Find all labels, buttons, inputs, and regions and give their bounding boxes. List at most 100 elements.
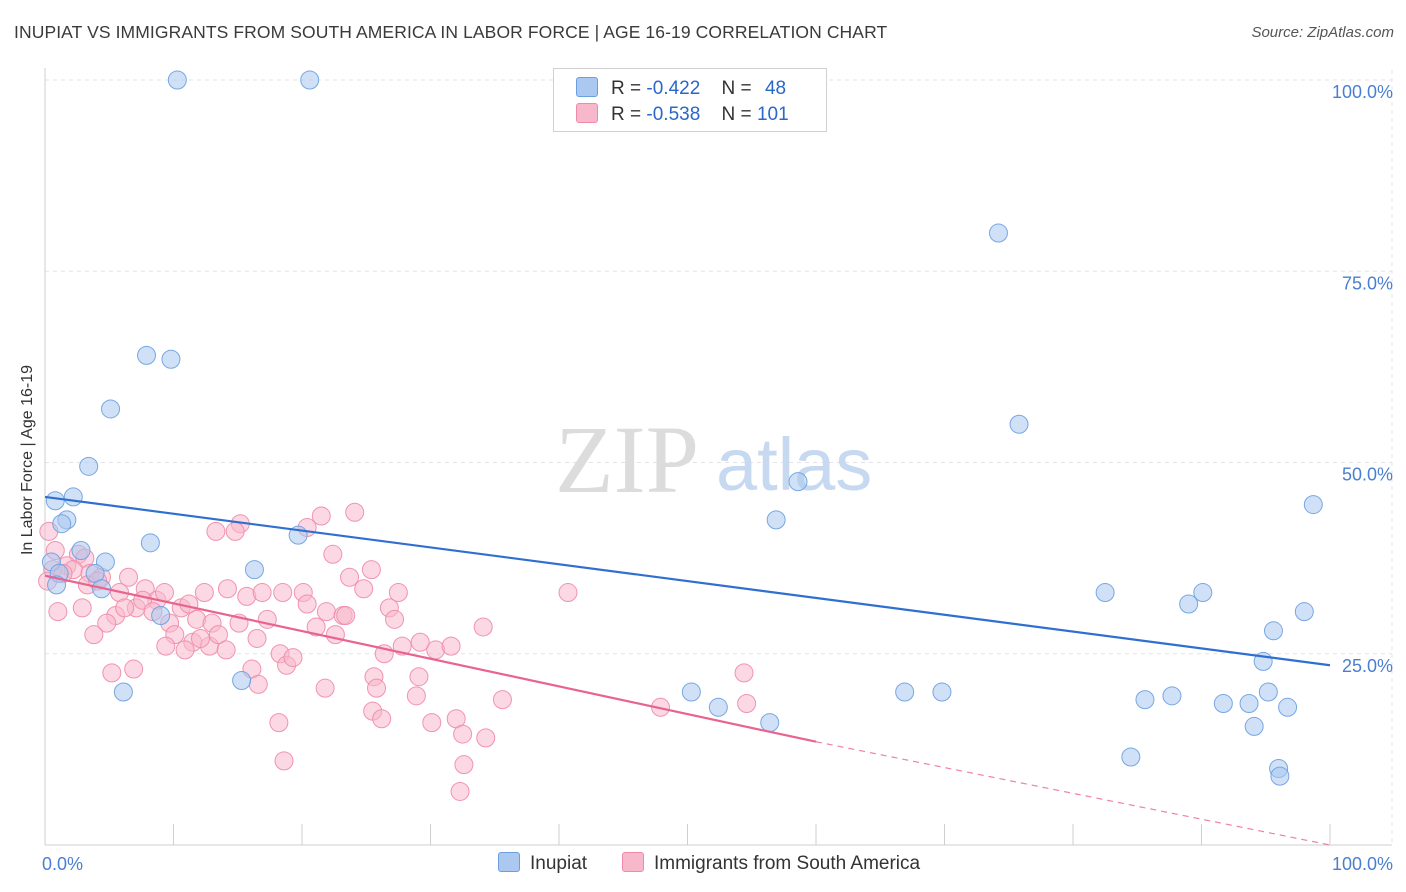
inupiat-point <box>1135 690 1155 710</box>
immigrants-point <box>48 602 68 622</box>
inupiat-point <box>1278 697 1298 717</box>
inupiat-point <box>760 713 780 733</box>
immigrants-point <box>453 724 473 744</box>
inupiat-point <box>1179 594 1199 614</box>
legend-row-inupiat: R = -0.422 N = 48 <box>576 77 786 99</box>
legend-n-value: 101 <box>756 104 789 125</box>
immigrants-point <box>311 506 331 526</box>
x-tick-label: 100.0% <box>1332 854 1393 874</box>
immigrants-point <box>208 625 228 645</box>
chart-title: INUPIAT VS IMMIGRANTS FROM SOUTH AMERICA… <box>14 22 888 42</box>
series-label-inupiat: Inupiat <box>530 853 588 874</box>
inupiat-point <box>113 682 133 702</box>
y-axis-label: In Labor Force | Age 16-19 <box>19 364 36 556</box>
immigrants-point <box>734 663 754 683</box>
immigrants-point <box>737 693 757 713</box>
immigrants-point <box>84 625 104 645</box>
immigrants-point <box>316 602 336 622</box>
legend-swatch-immigrants <box>576 103 598 123</box>
immigrants-point <box>367 678 387 698</box>
y-tick-label: 75.0% <box>1342 273 1393 293</box>
immigrants-point <box>194 583 214 603</box>
inupiat-point <box>71 540 91 560</box>
series-legend: Inupiat Immigrants from South America <box>0 852 1406 878</box>
inupiat-point <box>1121 747 1141 767</box>
immigrants-point <box>454 755 474 775</box>
y-tick-label: 25.0% <box>1342 656 1393 676</box>
immigrants-point <box>323 544 343 564</box>
inupiat-point <box>167 70 187 90</box>
immigrants-point <box>115 598 135 618</box>
legend-r-label: R = <box>611 78 642 99</box>
inupiat-point <box>766 510 786 530</box>
immigrants-point <box>336 606 356 625</box>
legend-row-immigrants: R = -0.538 N = 101 <box>576 103 789 125</box>
y-tick-label: 50.0% <box>1342 465 1393 485</box>
tick-labels: 25.0% 50.0% 75.0% 100.0% 0.0% 100.0% <box>42 82 1393 874</box>
immigrants-point <box>441 636 461 656</box>
inupiat-point <box>161 349 181 369</box>
inupiat-point <box>1270 766 1290 786</box>
immigrants-point <box>206 521 226 541</box>
legend-r-label: R = <box>611 104 642 125</box>
immigrants-point <box>283 648 303 668</box>
watermark-zip: ZIP <box>555 406 699 513</box>
inupiat-trend-line <box>44 495 1331 667</box>
inupiat-point <box>708 697 728 717</box>
inupiat-point <box>1162 686 1182 706</box>
inupiat-point <box>52 514 72 534</box>
inupiat-point <box>1263 621 1283 641</box>
data-points <box>38 70 1323 801</box>
immigrants-point <box>155 583 175 603</box>
immigrants-trend-line <box>44 574 817 743</box>
immigrants-point <box>385 609 405 629</box>
series-legend-immigrants[interactable]: Immigrants from South America <box>622 852 920 875</box>
immigrants-point <box>124 659 144 679</box>
grid-lines <box>45 70 1393 845</box>
watermark: ZIP atlas <box>555 406 872 513</box>
immigrants-point <box>190 628 210 648</box>
inupiat-point <box>79 456 99 476</box>
inupiat-point <box>63 487 83 507</box>
series-label-immigrants: Immigrants from South America <box>654 853 921 874</box>
immigrants-point <box>102 663 122 683</box>
immigrants-point <box>248 674 268 694</box>
immigrants-point <box>409 667 429 687</box>
inupiat-point <box>1193 583 1213 603</box>
inupiat-point <box>1294 602 1314 622</box>
inupiat-point <box>1303 495 1323 515</box>
inupiat-point <box>300 70 320 90</box>
series-legend-inupiat[interactable]: Inupiat <box>498 852 587 875</box>
series-swatch-inupiat <box>498 852 520 872</box>
legend-n-value: 48 <box>764 78 787 99</box>
immigrants-point <box>274 751 294 771</box>
inupiat-point <box>101 399 121 419</box>
immigrants-point <box>450 781 470 801</box>
immigrants-point <box>175 640 195 660</box>
watermark-atlas: atlas <box>716 423 872 506</box>
x-tick-label: 0.0% <box>42 854 83 874</box>
immigrants-point <box>492 690 512 710</box>
immigrants-point <box>388 583 408 603</box>
legend-swatch-inupiat <box>576 77 598 97</box>
immigrants-point <box>325 625 345 645</box>
immigrants-point <box>97 613 117 633</box>
inupiat-point <box>45 491 65 511</box>
legend-n-label: N = <box>721 78 752 99</box>
immigrants-point <box>372 709 392 729</box>
immigrants-point <box>273 583 293 603</box>
immigrants-point <box>361 560 381 580</box>
source-credit: Source: ZipAtlas.com <box>1251 24 1394 41</box>
immigrants-point <box>345 502 365 522</box>
inupiat-point <box>151 606 171 625</box>
inupiat-point <box>1009 414 1029 434</box>
trend-lines <box>44 495 1331 846</box>
inupiat-point <box>1239 693 1259 713</box>
immigrants-point <box>156 636 176 656</box>
inupiat-point <box>895 682 915 702</box>
y-tick-label: 100.0% <box>1332 82 1393 102</box>
inupiat-point <box>140 533 160 553</box>
legend-n-label: N = <box>721 104 752 125</box>
immigrants-point <box>247 628 267 648</box>
